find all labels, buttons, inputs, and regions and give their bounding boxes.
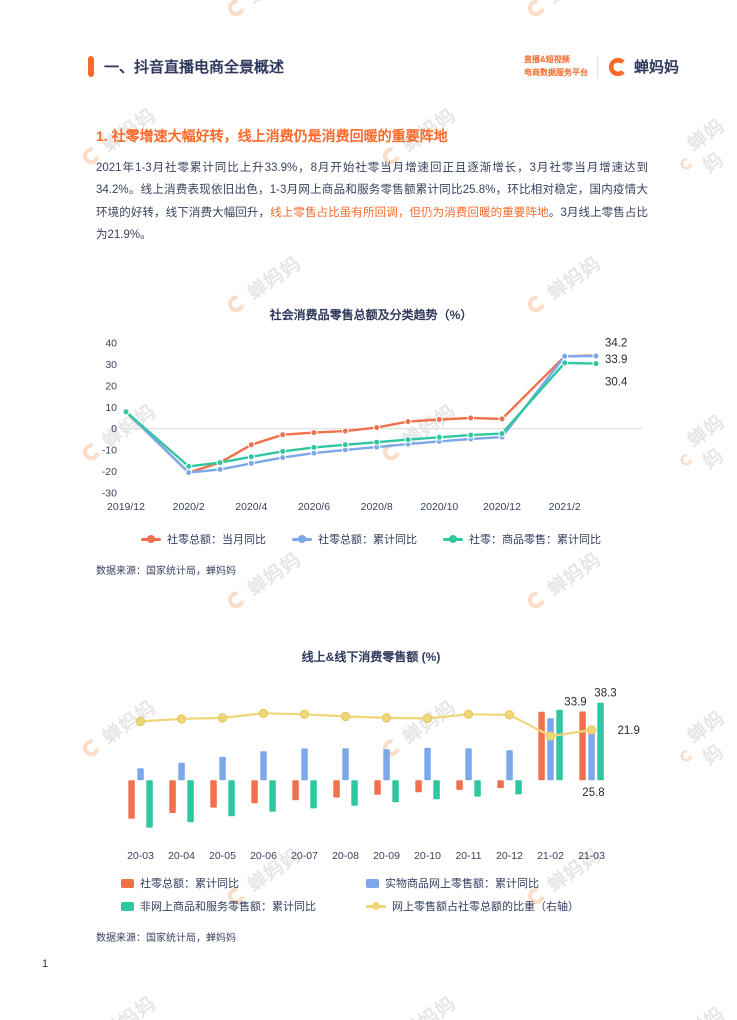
chart2-legend: 社零总额：累计同比 实物商品网上零售额：累计同比非网上商品和服务零售额：累计同比 网… [84, 875, 658, 914]
chanmama-logo-icon [608, 57, 625, 76]
svg-text:25.8: 25.8 [582, 787, 604, 799]
svg-text:40: 40 [105, 338, 117, 350]
legend-line-marker [292, 535, 312, 543]
legend-line-marker [443, 535, 463, 543]
brand-name: 蝉妈妈 [633, 59, 679, 77]
page-header: 一、抖音直播电商全景概述 直播&短视频 电商数据服务平台 蝉妈妈 [88, 54, 679, 80]
svg-text:20-03: 20-03 [127, 850, 154, 862]
legend-line-marker [141, 535, 161, 543]
legend-label: 网上零售额占社零总额的比重（右轴） [392, 901, 579, 913]
svg-text:20-09: 20-09 [373, 850, 400, 862]
svg-text:2019/12: 2019/12 [107, 501, 145, 513]
svg-text:20-04: 20-04 [168, 850, 195, 862]
svg-text:20-11: 20-11 [455, 850, 481, 862]
legend-label: 社零总额：累计同比 [318, 534, 417, 546]
svg-text:34.2: 34.2 [605, 337, 627, 349]
legend-label: 社零总额：累计同比 [140, 878, 239, 890]
legend-label: 实物商品网上零售额：累计同比 [385, 878, 539, 890]
svg-text:2020/4: 2020/4 [235, 501, 267, 513]
header-accent-bar [88, 56, 94, 78]
svg-text:2020/8: 2020/8 [361, 501, 393, 513]
legend-line-marker [366, 902, 386, 910]
paragraph-text: 。3月线上零售占比为21.9%。 [96, 206, 648, 242]
chart1-legend: 社零总额：当月同比 社零总额：累计同比 社零：商品零售：累计同比 [84, 531, 658, 547]
legend-label: 社零总额：当月同比 [167, 534, 266, 546]
svg-text:20-07: 20-07 [291, 850, 318, 862]
chart1-source-note: 数据来源：国家统计局，蝉妈妈 [96, 566, 236, 577]
svg-text:10: 10 [105, 402, 117, 414]
legend-item: 网上零售额占社零总额的比重（右轴） [366, 898, 621, 914]
svg-text:33.9: 33.9 [564, 697, 586, 709]
svg-text:20-12: 20-12 [496, 850, 523, 862]
section-paragraph: 2021年1-3月社零累计同比上升33.9%，8月开始社零当月增速回正且逐渐增长… [96, 157, 648, 247]
online-offline-bar-chart: 20-03 20-04 20-05 20-06 20-07 20-08 20-09 20-10… [127, 688, 640, 862]
legend-item: 社零总额：当月同比 [141, 531, 266, 547]
svg-text:0: 0 [111, 423, 117, 435]
svg-text:20-08: 20-08 [332, 850, 359, 862]
legend-label: 社零：商品零售：累计同比 [469, 534, 601, 546]
section-heading: 1. 社零增速大幅好转，线上消费仍是消费回暖的重要阵地 [96, 128, 448, 144]
legend-swatch [121, 901, 134, 911]
svg-text:2021/2: 2021/2 [549, 501, 581, 513]
svg-text:2020/12: 2020/12 [483, 501, 521, 513]
svg-text:20-06: 20-06 [250, 850, 277, 862]
svg-text:-20: -20 [102, 466, 117, 478]
header-divider [596, 55, 598, 78]
svg-text:20-05: 20-05 [209, 850, 236, 862]
legend-swatch [366, 878, 379, 888]
page-title: 一、抖音直播电商全景概述 [104, 59, 285, 77]
svg-text:20: 20 [105, 380, 117, 392]
chart2-title: 线上&线下消费零售额 (%) [301, 650, 441, 664]
svg-text:21.9: 21.9 [618, 725, 640, 737]
svg-text:20-10: 20-10 [414, 850, 441, 862]
paragraph-highlight: 线上零售占比虽有所回调，但仍为消费回暖的重要阵地 [270, 206, 549, 219]
brand-tagline-line1: 直播&短视频 [523, 55, 570, 64]
chart1-title: 社会消费品零售总额及分类趋势（%） [269, 308, 473, 322]
legend-item: 社零：商品零售：累计同比 [443, 531, 601, 547]
legend-item: 实物商品网上零售额：累计同比 [366, 875, 621, 891]
svg-text:21-02: 21-02 [537, 850, 564, 862]
svg-text:-10: -10 [102, 445, 117, 457]
brand-logo: 蝉妈妈 [607, 56, 679, 78]
svg-text:-30: -30 [102, 488, 117, 500]
legend-item: 社零总额：累计同比 [121, 875, 366, 891]
chart-online-offline-block: 线上&线下消费零售额 (%) 20-03 20-04 20-05 20-06 20-07… [84, 648, 658, 944]
legend-swatch [121, 878, 134, 888]
svg-text:30: 30 [105, 359, 117, 371]
legend-item: 非网上商品和服务零售额：累计同比 [121, 898, 366, 914]
brand-tagline: 直播&短视频 电商数据服务平台 [524, 54, 588, 80]
chart-retail-trend-block: 社会消费品零售总额及分类趋势（%） 40 30 20 10 0 -10 -20 -30 2019… [84, 306, 658, 577]
paragraph-text: 2021年1-3月社零累计同比上升33.9%，8月开始社零当月增速回正且逐渐增长… [96, 162, 648, 219]
header-brand-group: 直播&短视频 电商数据服务平台 蝉妈妈 [524, 54, 679, 80]
svg-text:38.3: 38.3 [594, 688, 616, 700]
legend-label: 非网上商品和服务零售额：累计同比 [140, 901, 316, 913]
brand-tagline-line2: 电商数据服务平台 [523, 67, 588, 77]
legend-item: 社零总额：累计同比 [292, 531, 417, 547]
svg-text:2020/10: 2020/10 [420, 501, 458, 513]
svg-text:2020/2: 2020/2 [173, 501, 205, 513]
svg-text:21-03: 21-03 [578, 850, 605, 862]
page-number: 1 [42, 958, 49, 970]
svg-text:33.9: 33.9 [605, 354, 627, 366]
chart2-source-note: 数据来源：国家统计局，蝉妈妈 [96, 933, 236, 944]
svg-text:30.4: 30.4 [605, 377, 628, 389]
svg-text:2020/6: 2020/6 [298, 501, 330, 513]
